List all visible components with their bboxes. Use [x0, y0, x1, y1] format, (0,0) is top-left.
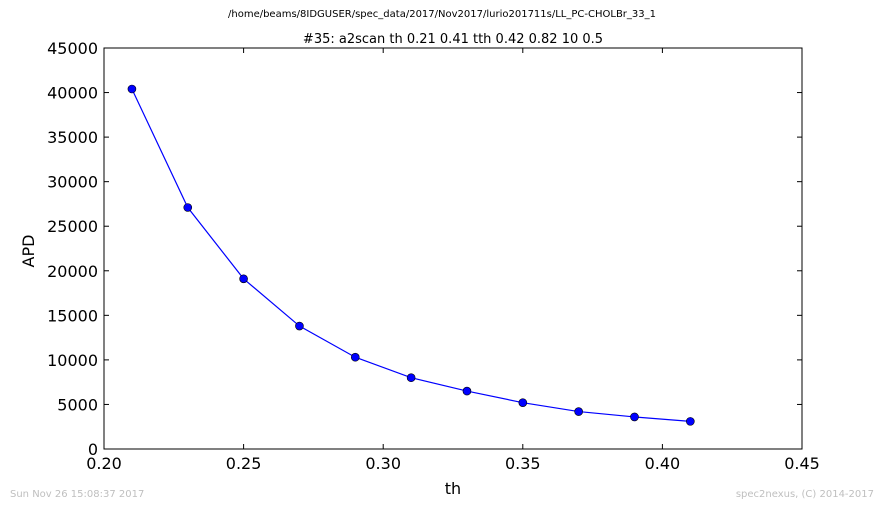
x-tick-label: 0.40 [645, 454, 681, 473]
y-tick-label: 15000 [47, 306, 98, 325]
y-tick-label: 45000 [47, 39, 98, 58]
credit-footer: spec2nexus, (C) 2014-2017 [735, 489, 874, 500]
series-line [131, 88, 691, 422]
chart-title: #35: a2scan th 0.21 0.41 tth 0.42 0.82 1… [303, 32, 603, 47]
x-tick-label: 0.35 [505, 454, 541, 473]
y-axis-label: APD [19, 235, 38, 268]
series-layer [127, 84, 695, 426]
data-point [406, 373, 416, 383]
x-axis-label: th [445, 479, 461, 498]
timestamp-footer: Sun Nov 26 15:08:37 2017 [10, 489, 145, 500]
data-point [350, 352, 360, 362]
y-tick-label: 5000 [57, 395, 98, 414]
data-point [574, 407, 583, 416]
y-tick-label: 20000 [47, 262, 98, 281]
data-point [295, 321, 304, 331]
data-point [462, 386, 472, 396]
x-tick-label: 0.30 [365, 454, 401, 473]
plot-frame [103, 47, 803, 450]
y-tick-label: 40000 [47, 84, 98, 103]
data-point [239, 274, 248, 284]
axes-layer: 0.20 0.25 0.30 0.35 0.40 0.45 0 5000 10000 15000 2… [47, 39, 820, 473]
y-tick-label: 30000 [47, 173, 98, 192]
x-tick-label: 0.25 [226, 454, 262, 473]
x-tick-label: 0.20 [86, 454, 122, 473]
file-path-title: /home/beams/8IDGUSER/spec_data/2017/Nov2… [228, 9, 656, 20]
y-tick-label: 10000 [47, 351, 98, 370]
data-point [518, 398, 528, 407]
data-point [630, 412, 639, 422]
y-tick-label: 0 [88, 440, 98, 459]
y-tick-label: 35000 [47, 128, 98, 147]
data-point [127, 84, 137, 94]
data-point [686, 417, 695, 426]
y-tick-label: 25000 [47, 217, 98, 236]
x-tick-label: 0.45 [784, 454, 820, 473]
data-point [183, 203, 193, 212]
